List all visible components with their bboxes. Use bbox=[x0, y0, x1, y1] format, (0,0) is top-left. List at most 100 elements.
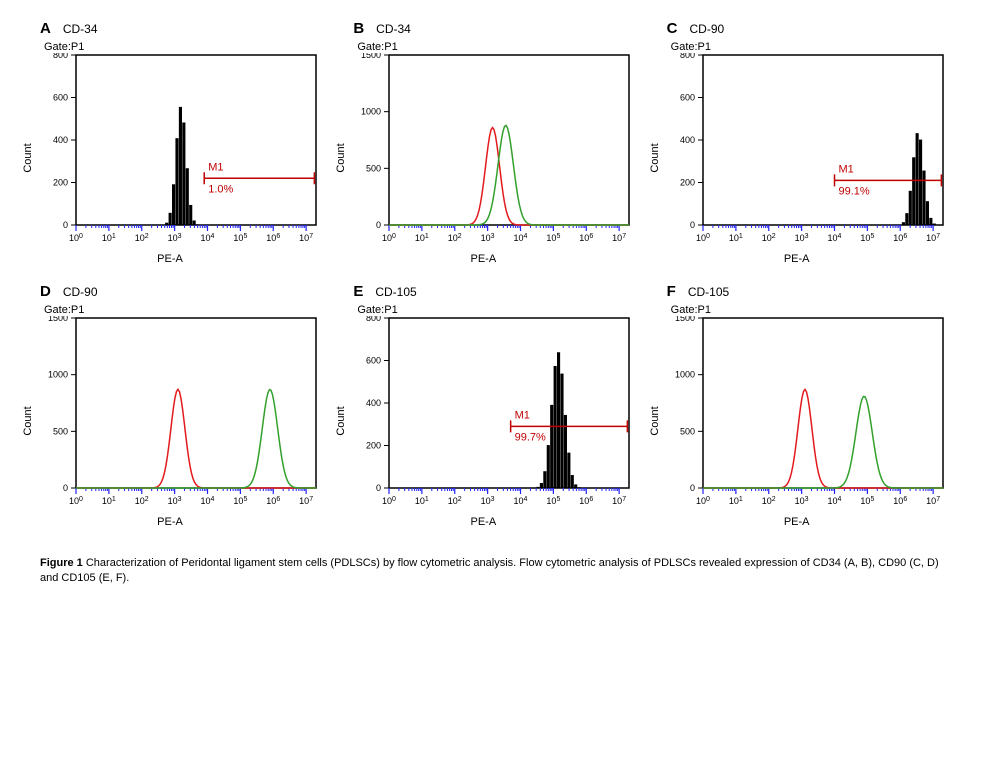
svg-text:102: 102 bbox=[135, 233, 149, 244]
gate-label: Gate:P1 bbox=[357, 304, 626, 316]
svg-text:1500: 1500 bbox=[48, 316, 68, 323]
svg-text:0: 0 bbox=[63, 483, 68, 493]
svg-text:104: 104 bbox=[514, 496, 528, 507]
flow-plot: 0200400600800100101102103104105106107M11… bbox=[40, 53, 320, 253]
figure-caption: Figure 1 Characterization of Peridontal … bbox=[40, 556, 940, 587]
svg-text:104: 104 bbox=[827, 496, 841, 507]
svg-text:106: 106 bbox=[266, 496, 280, 507]
y-axis-label: Count bbox=[649, 406, 661, 435]
svg-text:600: 600 bbox=[366, 356, 381, 366]
panel-letter: F bbox=[667, 283, 676, 300]
svg-text:100: 100 bbox=[69, 496, 83, 507]
svg-text:104: 104 bbox=[201, 233, 215, 244]
svg-text:107: 107 bbox=[926, 233, 940, 244]
panel-A: ACD-34Gate:P1CountPE-A020040060080010010… bbox=[40, 20, 313, 263]
svg-text:400: 400 bbox=[680, 135, 695, 145]
svg-text:105: 105 bbox=[860, 233, 874, 244]
svg-text:106: 106 bbox=[893, 233, 907, 244]
svg-text:100: 100 bbox=[696, 496, 710, 507]
svg-text:102: 102 bbox=[761, 496, 775, 507]
svg-text:0: 0 bbox=[376, 483, 381, 493]
svg-text:0: 0 bbox=[690, 220, 695, 230]
svg-text:1000: 1000 bbox=[675, 370, 695, 380]
svg-text:1500: 1500 bbox=[361, 53, 381, 60]
marker-label: CD-34 bbox=[63, 22, 98, 36]
svg-text:103: 103 bbox=[481, 496, 495, 507]
gate-label: Gate:P1 bbox=[44, 304, 313, 316]
svg-text:103: 103 bbox=[168, 233, 182, 244]
marker-label: CD-90 bbox=[690, 22, 725, 36]
svg-text:500: 500 bbox=[53, 426, 68, 436]
svg-text:1000: 1000 bbox=[48, 370, 68, 380]
svg-text:101: 101 bbox=[729, 233, 743, 244]
svg-text:M1: M1 bbox=[515, 409, 530, 421]
panel-letter: A bbox=[40, 20, 51, 37]
x-axis-label: PE-A bbox=[157, 253, 183, 265]
svg-text:107: 107 bbox=[613, 233, 627, 244]
svg-text:1000: 1000 bbox=[361, 107, 381, 117]
marker-label: CD-90 bbox=[63, 285, 98, 299]
svg-text:102: 102 bbox=[761, 233, 775, 244]
svg-text:500: 500 bbox=[366, 163, 381, 173]
svg-text:106: 106 bbox=[580, 233, 594, 244]
svg-text:800: 800 bbox=[366, 316, 381, 323]
svg-text:101: 101 bbox=[729, 496, 743, 507]
svg-text:400: 400 bbox=[53, 135, 68, 145]
svg-text:200: 200 bbox=[366, 441, 381, 451]
svg-text:101: 101 bbox=[102, 496, 116, 507]
svg-text:102: 102 bbox=[135, 496, 149, 507]
svg-text:0: 0 bbox=[690, 483, 695, 493]
y-axis-label: Count bbox=[649, 143, 661, 172]
panel-C: CCD-90Gate:P1CountPE-A020040060080010010… bbox=[667, 20, 940, 263]
svg-text:600: 600 bbox=[53, 93, 68, 103]
gate-label: Gate:P1 bbox=[44, 41, 313, 53]
panel-B: BCD-34Gate:P1CountPE-A050010001500100101… bbox=[353, 20, 626, 263]
svg-text:104: 104 bbox=[827, 233, 841, 244]
svg-text:M1: M1 bbox=[208, 161, 223, 173]
svg-text:104: 104 bbox=[514, 233, 528, 244]
panel-D: DCD-90Gate:P1CountPE-A050010001500100101… bbox=[40, 283, 313, 526]
svg-text:600: 600 bbox=[680, 93, 695, 103]
svg-text:107: 107 bbox=[613, 496, 627, 507]
panel-letter: E bbox=[353, 283, 363, 300]
panel-letter: C bbox=[667, 20, 678, 37]
y-axis-label: Count bbox=[22, 143, 34, 172]
svg-text:101: 101 bbox=[102, 233, 116, 244]
svg-text:107: 107 bbox=[299, 233, 313, 244]
svg-text:105: 105 bbox=[233, 496, 247, 507]
svg-text:107: 107 bbox=[926, 496, 940, 507]
svg-text:106: 106 bbox=[580, 496, 594, 507]
x-axis-label: PE-A bbox=[784, 516, 810, 528]
marker-label: CD-34 bbox=[376, 22, 411, 36]
svg-text:200: 200 bbox=[680, 178, 695, 188]
gate-label: Gate:P1 bbox=[671, 41, 940, 53]
svg-text:103: 103 bbox=[168, 496, 182, 507]
svg-text:200: 200 bbox=[53, 178, 68, 188]
svg-text:103: 103 bbox=[794, 496, 808, 507]
svg-text:500: 500 bbox=[680, 426, 695, 436]
marker-label: CD-105 bbox=[688, 285, 729, 299]
svg-text:103: 103 bbox=[481, 233, 495, 244]
svg-text:106: 106 bbox=[893, 496, 907, 507]
svg-text:102: 102 bbox=[448, 233, 462, 244]
svg-text:105: 105 bbox=[547, 496, 561, 507]
svg-text:103: 103 bbox=[794, 233, 808, 244]
y-axis-label: Count bbox=[335, 143, 347, 172]
caption-prefix: Figure 1 bbox=[40, 557, 83, 569]
svg-text:100: 100 bbox=[69, 233, 83, 244]
svg-text:800: 800 bbox=[53, 53, 68, 60]
x-axis-label: PE-A bbox=[784, 253, 810, 265]
svg-text:107: 107 bbox=[299, 496, 313, 507]
svg-text:100: 100 bbox=[382, 233, 396, 244]
x-axis-label: PE-A bbox=[157, 516, 183, 528]
panel-letter: B bbox=[353, 20, 364, 37]
svg-text:105: 105 bbox=[233, 233, 247, 244]
caption-text: Characterization of Peridontal ligament … bbox=[40, 557, 939, 584]
svg-text:0: 0 bbox=[376, 220, 381, 230]
flow-plot: 050010001500100101102103104105106107 bbox=[353, 53, 633, 253]
svg-text:99.1%: 99.1% bbox=[838, 185, 869, 197]
gate-label: Gate:P1 bbox=[671, 304, 940, 316]
flow-plot: 050010001500100101102103104105106107 bbox=[40, 316, 320, 516]
svg-text:100: 100 bbox=[696, 233, 710, 244]
panel-letter: D bbox=[40, 283, 51, 300]
